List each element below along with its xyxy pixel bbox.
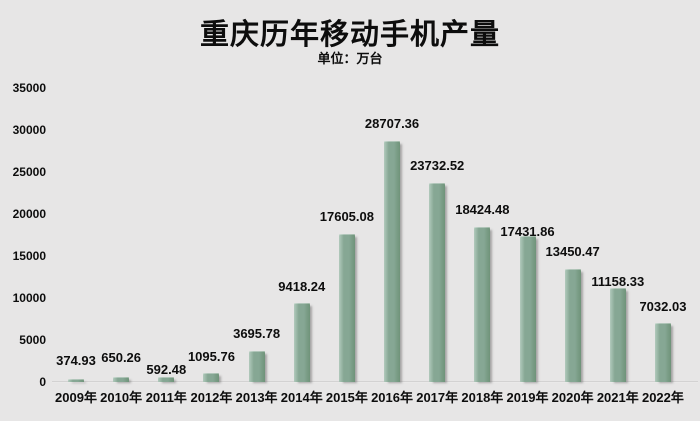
x-tick-label: 2020年 bbox=[551, 390, 594, 405]
value-label: 592.48 bbox=[146, 362, 187, 378]
bar-2016年 bbox=[384, 140, 401, 382]
x-tick-label: 2022年 bbox=[641, 390, 684, 405]
x-tick-label: 2014年 bbox=[280, 390, 323, 405]
value-label: 650.26 bbox=[101, 349, 142, 365]
x-tick-label: 2011年 bbox=[145, 390, 187, 405]
bar-2011年 bbox=[158, 377, 175, 382]
bar-2021年 bbox=[609, 288, 626, 382]
bar-2015年 bbox=[338, 234, 355, 382]
y-tick-label: 20000 bbox=[12, 207, 46, 221]
y-tick-label: 0 bbox=[39, 375, 46, 389]
y-tick-label: 35000 bbox=[12, 81, 46, 95]
value-label: 28707.36 bbox=[364, 115, 420, 131]
bar-2020年 bbox=[564, 269, 581, 382]
x-tick-label: 2013年 bbox=[235, 390, 278, 405]
y-tick-label: 30000 bbox=[12, 123, 46, 137]
bar-2017年 bbox=[429, 182, 446, 382]
value-label: 18424.48 bbox=[455, 202, 510, 218]
x-tick-label: 2010年 bbox=[100, 390, 143, 405]
x-tick-label: 2019年 bbox=[506, 390, 549, 405]
x-tick-label: 2021年 bbox=[596, 390, 639, 405]
value-label: 3695.78 bbox=[233, 325, 281, 341]
y-tick-label: 15000 bbox=[12, 249, 46, 263]
value-label: 9418.24 bbox=[278, 278, 326, 294]
bar-2014年 bbox=[293, 302, 310, 382]
value-label: 11158.33 bbox=[591, 274, 645, 290]
bar-2013年 bbox=[248, 350, 265, 382]
y-tick-label: 5000 bbox=[19, 333, 46, 347]
chart-unit-label: 单位：万台 bbox=[317, 51, 383, 66]
value-label: 1095.76 bbox=[187, 348, 235, 364]
x-tick-label: 2015年 bbox=[325, 390, 368, 405]
bar-2018年 bbox=[474, 227, 491, 382]
x-tick-label: 2016年 bbox=[371, 390, 413, 405]
x-tick-label: 2018年 bbox=[461, 390, 504, 405]
value-label: 13450.47 bbox=[545, 244, 600, 260]
value-label: 17431.86 bbox=[500, 223, 555, 239]
x-tick-label: 2017年 bbox=[416, 390, 459, 405]
x-tick-label: 2012年 bbox=[190, 390, 233, 405]
value-label: 7032.03 bbox=[639, 298, 687, 314]
x-tick-label: 2009年 bbox=[55, 390, 97, 405]
bar-2022年 bbox=[654, 322, 671, 382]
bar-2019年 bbox=[519, 235, 536, 382]
bar-2010年 bbox=[113, 376, 130, 382]
y-tick-label: 25000 bbox=[12, 165, 46, 179]
value-label: 17605.08 bbox=[319, 209, 374, 225]
x-axis-line bbox=[52, 381, 698, 383]
bar-2012年 bbox=[203, 372, 220, 382]
y-tick-label: 10000 bbox=[12, 291, 46, 305]
chart-title: 重庆历年移动手机产量 bbox=[199, 19, 500, 51]
value-label: 374.93 bbox=[56, 352, 96, 368]
bar-2009年 bbox=[68, 378, 84, 382]
value-label: 23732.52 bbox=[410, 157, 465, 173]
